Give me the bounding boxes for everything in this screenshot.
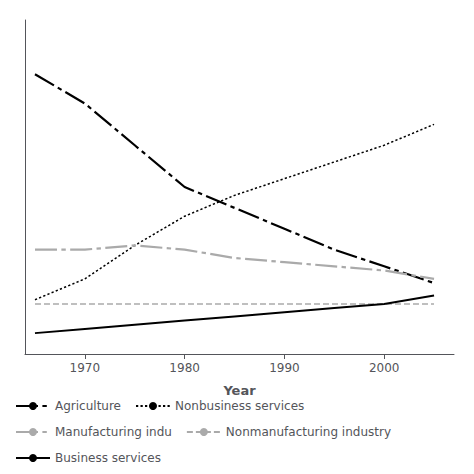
svg-text:Agriculture: Agriculture (55, 399, 121, 413)
svg-text:Year: Year (222, 383, 256, 398)
svg-text:Nonmanufacturing industry: Nonmanufacturing industry (226, 425, 391, 439)
svg-text:Business services: Business services (55, 451, 161, 465)
svg-text:Nonbusiness services: Nonbusiness services (175, 399, 304, 413)
svg-text:1980: 1980 (169, 361, 200, 375)
svg-text:1990: 1990 (269, 361, 300, 375)
svg-text:1970: 1970 (70, 361, 101, 375)
svg-text:Manufacturing indu: Manufacturing indu (55, 425, 172, 439)
svg-text:2000: 2000 (369, 361, 400, 375)
